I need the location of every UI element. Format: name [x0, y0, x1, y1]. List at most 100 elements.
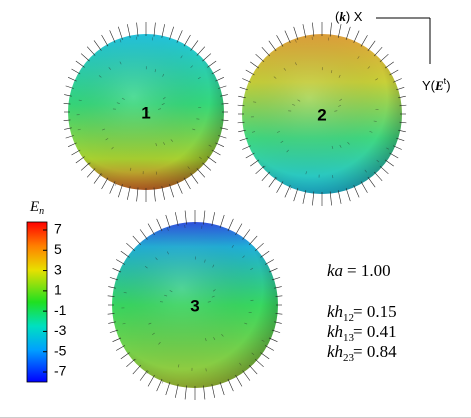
arrow [373, 171, 383, 182]
arrow [109, 277, 119, 281]
arrow [235, 374, 243, 387]
arrow [176, 30, 183, 43]
arrow [284, 185, 291, 198]
arrow [120, 250, 130, 258]
arrow [184, 210, 187, 225]
arrow [239, 86, 248, 91]
arrow [262, 165, 266, 169]
arrow [292, 104, 296, 106]
arrow [367, 40, 376, 52]
arrow [144, 266, 148, 269]
arrow [75, 60, 85, 68]
arrow [204, 259, 206, 263]
arrow [271, 277, 281, 281]
arrow [329, 22, 332, 37]
arrow [67, 77, 77, 82]
arrow [276, 35, 284, 47]
spheres: 1 23 [68, 34, 402, 388]
arrow [126, 242, 136, 252]
arrow [276, 181, 284, 193]
arrow [161, 380, 164, 384]
arrow [373, 46, 383, 57]
arrow [345, 26, 351, 40]
arrow [122, 322, 126, 325]
arrow [136, 22, 139, 37]
arrow [112, 268, 122, 273]
arrow [364, 169, 367, 173]
arrow [253, 101, 257, 103]
arrow [268, 268, 278, 273]
arrow [334, 110, 338, 112]
arrow [302, 190, 307, 204]
arrow [339, 98, 343, 102]
arrow [118, 184, 123, 198]
arrow [268, 40, 277, 52]
value: = 0.15 [353, 302, 397, 321]
arrow [155, 171, 157, 175]
arrow [221, 333, 224, 337]
arrow [161, 186, 165, 200]
arrow [338, 104, 342, 107]
arrow [274, 286, 282, 289]
parameter: kh23= 0.84 [327, 342, 397, 364]
arrow [260, 250, 270, 258]
arrow [375, 78, 379, 81]
vector-k: k [339, 9, 346, 24]
arrow [396, 86, 405, 91]
arrow [367, 66, 371, 69]
arrow [132, 364, 142, 375]
arrow [112, 337, 122, 342]
arrow [67, 142, 77, 147]
arrow [245, 69, 255, 76]
parameter: kh13= 0.41 [327, 322, 397, 344]
arrow [293, 188, 299, 202]
colorbar-tick-label: -3 [54, 322, 67, 338]
arrow [218, 135, 227, 139]
arrow [111, 146, 114, 150]
arrow [114, 182, 117, 186]
arrow [244, 322, 248, 325]
arrow [252, 131, 256, 133]
arrow [126, 358, 136, 368]
arrow [136, 187, 139, 202]
arrow [64, 94, 72, 97]
x-axis-label: (k) X [335, 9, 363, 24]
symbol: kh [327, 342, 343, 361]
arrow [207, 301, 211, 303]
arrow [275, 295, 283, 297]
arrow [264, 345, 274, 351]
arrow [116, 102, 120, 104]
arrow [86, 168, 96, 178]
arrow [102, 128, 106, 131]
arrow [235, 223, 243, 236]
arrow [305, 171, 307, 175]
arrow [264, 259, 274, 265]
arrow [207, 60, 217, 68]
arrow [202, 53, 212, 62]
arrow [274, 321, 282, 324]
arrow [389, 152, 399, 159]
sphere-label: 2 [317, 105, 326, 124]
arrow [376, 159, 380, 163]
arrow [255, 165, 265, 175]
arrow [213, 337, 216, 340]
vector-field [63, 22, 407, 400]
arrow [190, 65, 193, 68]
arrow [283, 68, 287, 71]
arrow [369, 131, 373, 133]
arrow [64, 127, 72, 130]
arrow [155, 143, 157, 147]
arrow [242, 229, 251, 240]
symbol: kh [327, 322, 343, 341]
superscript: t [444, 76, 447, 86]
arrow [116, 259, 126, 265]
arrow [271, 329, 281, 333]
arrow [163, 142, 166, 146]
arrow [105, 138, 109, 141]
arrow [165, 381, 171, 396]
arrow [389, 69, 399, 76]
arrow [119, 61, 122, 65]
arrow [339, 144, 342, 148]
paren: ) [446, 78, 450, 93]
arrow [127, 24, 131, 38]
